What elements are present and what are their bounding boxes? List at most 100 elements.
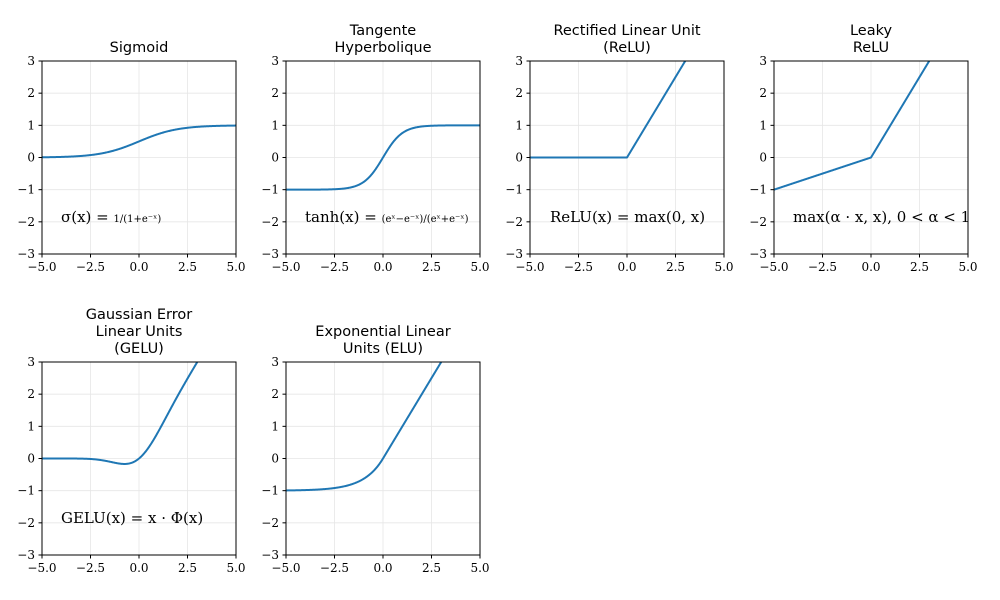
y-tick-label: −1: [505, 183, 523, 197]
y-tick-label: −1: [17, 484, 35, 498]
y-tick-label: 3: [27, 54, 35, 68]
y-tick-label: 0: [271, 452, 279, 466]
formula-label: σ(x) = 1/(1+e⁻ˣ): [61, 208, 161, 226]
chart-title-line: Gaussian Error: [86, 307, 193, 323]
y-tick-label: −3: [17, 548, 35, 562]
y-tick-label: 2: [271, 387, 279, 401]
panel-gelu: −5.0 −2.5 0.0 2.5 5.0 3 2 1 0 −1 −2 −3 Gaussian Erro…: [17, 307, 245, 575]
y-tick-label: −1: [261, 484, 279, 498]
x-tick-label: 0.0: [129, 561, 148, 575]
y-tick-label: 2: [27, 387, 35, 401]
y-tick-label: −2: [261, 215, 279, 229]
formula-label: tanh(x) = (eˣ−e⁻ˣ)/(eˣ+e⁻ˣ): [305, 208, 469, 226]
series-line-tanh: [285, 124, 481, 191]
series-line-relu: [529, 60, 687, 159]
series-line-leaky_relu: [773, 60, 931, 191]
y-tick-label: 0: [27, 151, 35, 165]
x-tick-label: 2.5: [422, 260, 441, 274]
panel-tanh: −5.0 −2.5 0.0 2.5 5.0 3 2 1 0 −1 −2 −3 TangenteHyper…: [261, 23, 489, 274]
series-line-gelu: [41, 361, 199, 465]
x-tick-label: 5.0: [958, 260, 977, 274]
panel-sigmoid: −5.0 −2.5 0.0 2.5 5.0 3 2 1 0 −1 −2 −3 Sigmoid σ(x) =…: [17, 40, 245, 274]
chart-title-line: Leaky: [850, 23, 893, 39]
chart-title-line: Linear Units: [96, 324, 183, 340]
y-tick-label: −1: [17, 183, 35, 197]
y-tick-label: −2: [17, 215, 35, 229]
chart-title-line: Tangente: [349, 23, 417, 39]
x-tick-label: 0.0: [617, 260, 636, 274]
y-tick-label: −2: [261, 516, 279, 530]
x-tick-label: −2.5: [76, 260, 105, 274]
chart-title-line: Units (ELU): [343, 341, 423, 357]
x-tick-label: −2.5: [808, 260, 837, 274]
y-tick-label: −3: [749, 247, 767, 261]
x-tick-label: −2.5: [564, 260, 593, 274]
y-tick-label: 3: [759, 54, 767, 68]
y-tick-label: 1: [27, 118, 35, 132]
y-tick-label: 1: [271, 419, 279, 433]
y-tick-label: 1: [515, 118, 523, 132]
y-tick-label: 0: [271, 151, 279, 165]
x-tick-label: 0.0: [861, 260, 880, 274]
x-tick-label: 0.0: [373, 260, 392, 274]
y-tick-label: 0: [515, 151, 523, 165]
x-tick-label: −2.5: [76, 561, 105, 575]
series-line-sigmoid: [41, 124, 237, 159]
y-tick-label: −1: [261, 183, 279, 197]
x-tick-label: 2.5: [666, 260, 685, 274]
y-tick-label: 3: [271, 355, 279, 369]
x-tick-label: 0.0: [129, 260, 148, 274]
x-tick-label: 5.0: [470, 561, 489, 575]
y-tick-label: −1: [749, 183, 767, 197]
x-tick-label: 2.5: [422, 561, 441, 575]
chart-title-line: Exponential Linear: [315, 324, 450, 340]
x-tick-label: 5.0: [226, 260, 245, 274]
y-tick-label: 1: [759, 118, 767, 132]
x-tick-label: 5.0: [226, 561, 245, 575]
y-tick-label: 2: [271, 86, 279, 100]
panel-elu: −5.0 −2.5 0.0 2.5 5.0 3 2 1 0 −1 −2 −3 Exponential L…: [261, 324, 489, 575]
y-tick-label: 1: [271, 118, 279, 132]
y-tick-label: 3: [515, 54, 523, 68]
formula-label: GELU(x) = x · Φ(x): [61, 509, 203, 527]
formula-label: ReLU(x) = max(0, x): [550, 208, 705, 226]
x-tick-label: −2.5: [320, 561, 349, 575]
y-tick-label: 0: [759, 151, 767, 165]
x-tick-label: 0.0: [373, 561, 392, 575]
y-tick-label: 2: [27, 86, 35, 100]
y-tick-label: −3: [17, 247, 35, 261]
y-tick-label: 3: [27, 355, 35, 369]
y-tick-label: 2: [759, 86, 767, 100]
x-tick-label: −5.0: [27, 260, 56, 274]
x-tick-label: 5.0: [470, 260, 489, 274]
chart-title-line: ReLU: [853, 40, 889, 56]
x-tick-label: 2.5: [178, 561, 197, 575]
y-tick-label: −2: [17, 516, 35, 530]
x-tick-label: 2.5: [910, 260, 929, 274]
x-tick-label: 2.5: [178, 260, 197, 274]
chart-title-line: Sigmoid: [110, 40, 169, 56]
x-tick-label: −2.5: [320, 260, 349, 274]
series-line-elu: [285, 361, 443, 492]
y-tick-label: 0: [27, 452, 35, 466]
chart-title-line: Rectified Linear Unit: [553, 23, 700, 39]
y-tick-label: −2: [749, 215, 767, 229]
y-tick-label: 1: [27, 419, 35, 433]
y-tick-label: −2: [505, 215, 523, 229]
x-tick-label: −5.0: [515, 260, 544, 274]
y-tick-label: −3: [261, 247, 279, 261]
y-tick-label: −3: [261, 548, 279, 562]
y-tick-label: −3: [505, 247, 523, 261]
x-tick-label: −5.0: [271, 561, 300, 575]
chart-title-line: Hyperbolique: [334, 40, 431, 56]
y-tick-label: 2: [515, 86, 523, 100]
formula-label: max(α · x, x), 0 < α < 1: [793, 208, 970, 226]
y-tick-label: 3: [271, 54, 279, 68]
x-tick-label: 5.0: [714, 260, 733, 274]
x-tick-label: −5.0: [271, 260, 300, 274]
x-tick-label: −5.0: [759, 260, 788, 274]
panel-relu: −5.0 −2.5 0.0 2.5 5.0 3 2 1 0 −1 −2 −3 Rectified Lin…: [505, 23, 733, 274]
chart-title-line: (GELU): [114, 341, 164, 357]
